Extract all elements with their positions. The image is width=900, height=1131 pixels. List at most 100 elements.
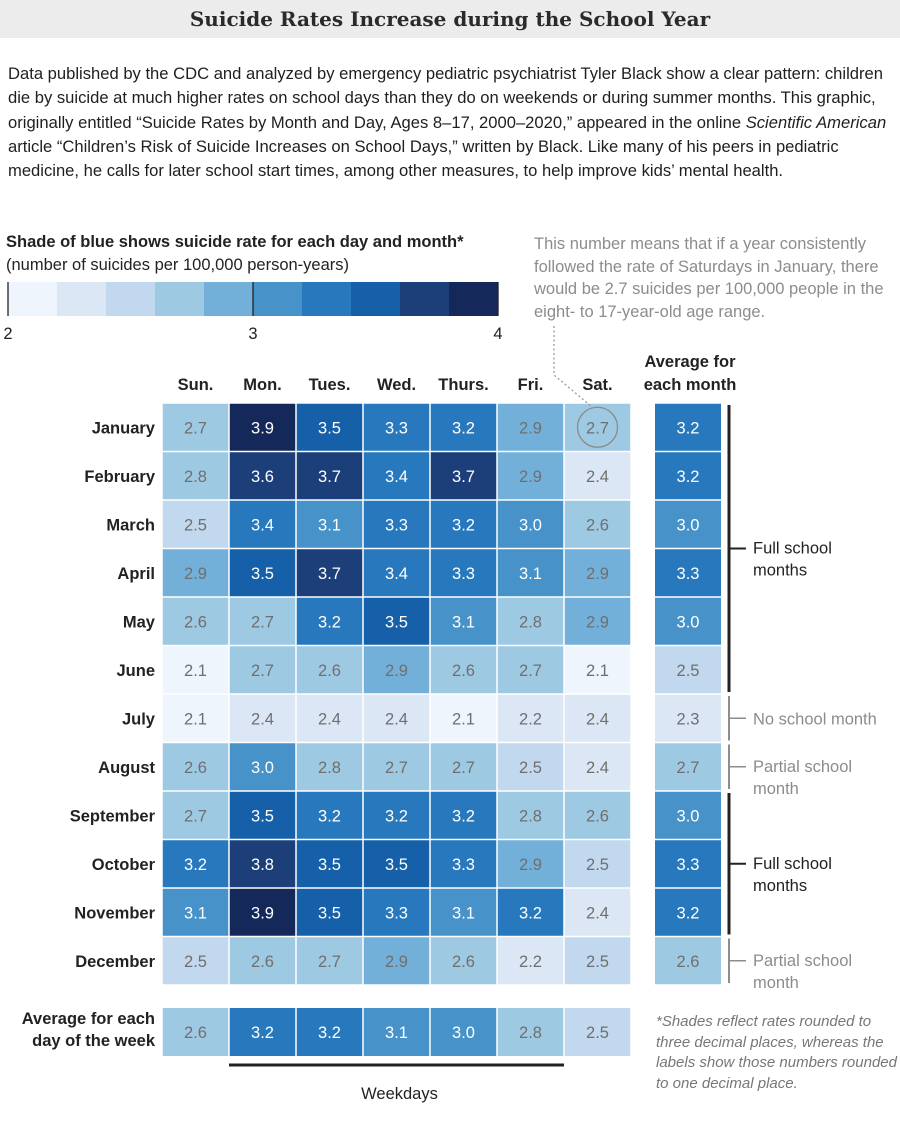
- row-label: June: [116, 662, 155, 680]
- heatmap-cell: [564, 937, 631, 985]
- cell-value: 3.9: [251, 419, 274, 437]
- heatmap-cell: [162, 597, 229, 645]
- legend-swatch: [449, 282, 499, 316]
- cell-value: 2.9: [385, 953, 408, 971]
- legend-swatch: [400, 282, 450, 316]
- heatmap-cell: [296, 646, 363, 694]
- heatmap-cell: [363, 937, 430, 985]
- highlight-circle: [576, 406, 619, 448]
- heatmap-cell: [162, 549, 229, 597]
- cell-value: 2.5: [184, 953, 207, 971]
- cell-value: 2.5: [519, 759, 542, 777]
- month-average-value: 3.0: [677, 807, 700, 825]
- heatmap-cell: [296, 549, 363, 597]
- cell-value: 3.2: [519, 904, 542, 922]
- cell-value: 3.5: [318, 904, 341, 922]
- heatmap-cell: [497, 403, 564, 451]
- heatmap-cell: [564, 646, 631, 694]
- cell-value: 3.7: [318, 565, 341, 583]
- heatmap-cell: [363, 791, 430, 839]
- cell-value: 3.3: [385, 516, 408, 534]
- day-average-value: 3.2: [318, 1024, 341, 1042]
- cell-value: 2.7: [184, 807, 207, 825]
- heatmap-cell: [363, 888, 430, 936]
- day-average-value: 2.5: [586, 1024, 609, 1042]
- heatmap-cell: [363, 743, 430, 791]
- heatmap-cell: [229, 791, 296, 839]
- cell-value: 2.7: [519, 662, 542, 680]
- heatmap-cell: [497, 549, 564, 597]
- page-title: Suicide Rates Increase during the School…: [189, 7, 711, 31]
- cell-value: 3.5: [385, 856, 408, 874]
- heatmap-cell: [363, 646, 430, 694]
- heatmap-cell: [296, 791, 363, 839]
- cell-value: 2.4: [586, 468, 609, 486]
- cell-value: 3.1: [452, 613, 475, 631]
- day-average-label: Average for each: [22, 1010, 155, 1028]
- cell-value: 2.9: [519, 856, 542, 874]
- row-label: December: [75, 953, 155, 971]
- cell-value: 3.6: [251, 468, 274, 486]
- cell-value: 2.9: [184, 565, 207, 583]
- day-average-value: 2.6: [184, 1024, 207, 1042]
- day-average-value: 3.1: [385, 1024, 408, 1042]
- month-average-cell: [655, 500, 721, 548]
- heatmap-cell: [296, 500, 363, 548]
- heatmap-cell: [363, 500, 430, 548]
- cell-value: 2.6: [184, 613, 207, 631]
- month-average-cell: [655, 743, 721, 791]
- cell-value: 2.9: [519, 419, 542, 437]
- month-average-value: 3.2: [677, 468, 700, 486]
- cell-value: 2.7: [251, 662, 274, 680]
- cell-value: 2.8: [519, 807, 542, 825]
- month-average-cell: [655, 694, 721, 742]
- intro-paragraph: Data published by the CDC and analyzed b…: [8, 62, 888, 183]
- day-average-cell: [162, 1008, 229, 1056]
- row-label: November: [74, 904, 155, 922]
- cell-value: 2.4: [586, 710, 609, 728]
- month-average-cell: [655, 937, 721, 985]
- row-label: January: [92, 419, 156, 437]
- heatmap-cell: [363, 840, 430, 888]
- cell-value: 3.2: [318, 613, 341, 631]
- heatmap-cell: [296, 840, 363, 888]
- row-label: March: [106, 516, 155, 534]
- cell-value: 2.9: [586, 613, 609, 631]
- heatmap-cell: [162, 791, 229, 839]
- cell-value: 3.0: [251, 759, 274, 777]
- heatmap-cell: [162, 500, 229, 548]
- cell-value: 2.1: [452, 710, 475, 728]
- heatmap-cell: [229, 888, 296, 936]
- heatmap-cell: [430, 791, 497, 839]
- cell-value: 2.6: [184, 759, 207, 777]
- heatmap-cell: [564, 452, 631, 500]
- weekdays-label: Weekdays: [361, 1085, 438, 1103]
- month-average-cell: [655, 597, 721, 645]
- cell-value: 2.7: [586, 419, 609, 437]
- legend-swatch: [8, 282, 58, 316]
- cell-value: 2.8: [519, 613, 542, 631]
- legend-swatch: [155, 282, 205, 316]
- heatmap-cell: [564, 500, 631, 548]
- heatmap-cell: [497, 743, 564, 791]
- cell-value: 2.6: [318, 662, 341, 680]
- month-average-cell: [655, 549, 721, 597]
- cell-value: 2.6: [452, 662, 475, 680]
- cell-value: 2.7: [251, 613, 274, 631]
- heatmap-cell: [296, 452, 363, 500]
- cell-value: 2.5: [586, 856, 609, 874]
- column-header: Mon.: [243, 376, 282, 394]
- cell-value: 2.7: [452, 759, 475, 777]
- cell-value: 2.7: [318, 953, 341, 971]
- heatmap-cell: [162, 840, 229, 888]
- period-label: month: [753, 780, 799, 798]
- heatmap-cell: [296, 937, 363, 985]
- cell-value: 2.5: [586, 953, 609, 971]
- cell-value: 2.9: [586, 565, 609, 583]
- cell-value: 3.2: [385, 807, 408, 825]
- heatmap-cell: [497, 646, 564, 694]
- column-header: Tues.: [309, 376, 351, 394]
- heatmap-cell: [162, 743, 229, 791]
- heatmap-cell: [430, 840, 497, 888]
- cell-value: 2.7: [184, 419, 207, 437]
